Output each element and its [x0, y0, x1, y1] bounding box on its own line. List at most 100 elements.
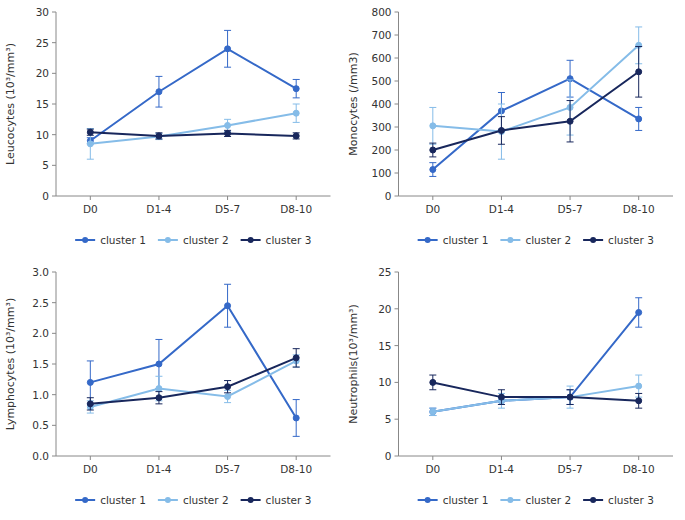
y-tick-label: 15 — [36, 98, 49, 110]
error-cap — [429, 107, 436, 108]
y-tick-label: 15 — [378, 340, 391, 352]
error-bar — [87, 398, 94, 410]
y-tick-label: 5 — [385, 413, 392, 425]
legend-item: cluster 1 — [75, 494, 146, 506]
error-cap — [429, 176, 436, 177]
legend-item: cluster 2 — [500, 234, 571, 246]
error-bar — [498, 390, 505, 405]
x-tick — [227, 196, 228, 200]
error-cap — [155, 339, 162, 340]
point — [225, 122, 231, 128]
error-cap — [293, 436, 300, 437]
legend: cluster 1 cluster 2 cluster 3 — [418, 494, 654, 506]
point — [156, 361, 162, 367]
error-bar — [224, 130, 231, 136]
error-bar — [155, 133, 162, 139]
error-cap — [635, 26, 642, 27]
error-cap — [567, 404, 574, 405]
y-tick-label: 1.0 — [32, 389, 49, 401]
error-bar — [155, 376, 162, 401]
error-cap — [498, 144, 505, 145]
point — [293, 110, 299, 116]
error-cap — [224, 380, 231, 381]
error-bar — [87, 401, 94, 413]
legend-label: cluster 2 — [183, 494, 229, 506]
error-cap — [498, 389, 505, 390]
panel: 051015202530D0D1-4D5-7D8-10Leucocytes (1… — [4, 6, 331, 246]
legend-label: cluster 3 — [608, 494, 654, 506]
y-tick-label: 800 — [371, 6, 391, 18]
y-tick — [52, 302, 56, 303]
y-tick-label: 0 — [42, 190, 49, 202]
y-tick-label: 25 — [378, 266, 391, 278]
series-line — [433, 79, 639, 170]
y-tick-label: 0 — [385, 450, 392, 462]
legend-swatch-marker — [507, 237, 513, 243]
point — [636, 383, 642, 389]
point — [156, 133, 162, 139]
error-bar — [635, 393, 642, 408]
y-tick — [52, 394, 56, 395]
legend-item: cluster 3 — [583, 234, 654, 246]
y-tick — [52, 333, 56, 334]
error-bar — [155, 392, 162, 404]
series-line — [90, 49, 296, 141]
error-bar — [567, 101, 574, 142]
legend-item: cluster 2 — [500, 494, 571, 506]
legend-swatch-marker — [425, 237, 431, 243]
y-tick — [395, 382, 399, 383]
y-tick — [395, 58, 399, 59]
x-tick-label: D8-10 — [623, 463, 655, 475]
legend: cluster 1cluster 2cluster 3 — [418, 234, 654, 246]
point — [87, 379, 93, 385]
y-axis-label: Neutrophils(10³/mm³) — [347, 304, 360, 424]
error-bar — [635, 47, 642, 98]
y-tick — [395, 419, 399, 420]
point — [430, 167, 436, 173]
y-tick-label: 0.5 — [32, 419, 49, 431]
x-tick-label: D0 — [425, 203, 440, 215]
legend-item: cluster 1 — [418, 494, 489, 506]
error-cap — [293, 122, 300, 123]
x-tick-label: D1-4 — [146, 203, 172, 215]
error-bar — [293, 349, 300, 367]
y-tick-label: 2.5 — [32, 297, 49, 309]
x-tick — [432, 196, 433, 200]
point — [225, 130, 231, 136]
y-tick — [395, 345, 399, 346]
legend-swatch-marker — [82, 237, 88, 243]
x-tick — [638, 456, 639, 460]
x-axis — [56, 196, 331, 197]
figure: 051015202530D0D1-4D5-7D8-10Leucocytes (1… — [0, 0, 685, 520]
error-bar — [635, 107, 642, 130]
x-tick-label: D0 — [83, 203, 98, 215]
y-tick — [395, 456, 399, 457]
point — [636, 69, 642, 75]
y-tick-label: 0.0 — [32, 450, 49, 462]
legend-label: cluster 2 — [183, 234, 229, 246]
x-tick — [570, 456, 571, 460]
legend: cluster 1cluster 2cluster 3 — [75, 494, 311, 506]
error-cap — [87, 413, 94, 414]
y-tick-label: 20 — [36, 67, 49, 79]
series-line — [90, 132, 296, 136]
y-tick-label: 10 — [378, 376, 391, 388]
point — [156, 386, 162, 392]
point — [156, 395, 162, 401]
error-cap — [224, 327, 231, 328]
legend-swatch-marker — [82, 497, 88, 503]
error-bar — [224, 119, 231, 131]
legend-swatch-marker — [165, 497, 171, 503]
point — [225, 384, 231, 390]
x-tick-label: D1-4 — [489, 203, 515, 215]
point — [156, 134, 162, 140]
error-cap — [567, 389, 574, 390]
y-tick-label: 400 — [371, 98, 391, 110]
x-tick-label: D0 — [83, 463, 98, 475]
point — [498, 127, 504, 133]
error-cap — [224, 30, 231, 31]
error-bar — [429, 408, 436, 415]
y-tick-label: 10 — [36, 129, 49, 141]
error-cap — [635, 375, 642, 376]
x-tick — [90, 456, 91, 460]
